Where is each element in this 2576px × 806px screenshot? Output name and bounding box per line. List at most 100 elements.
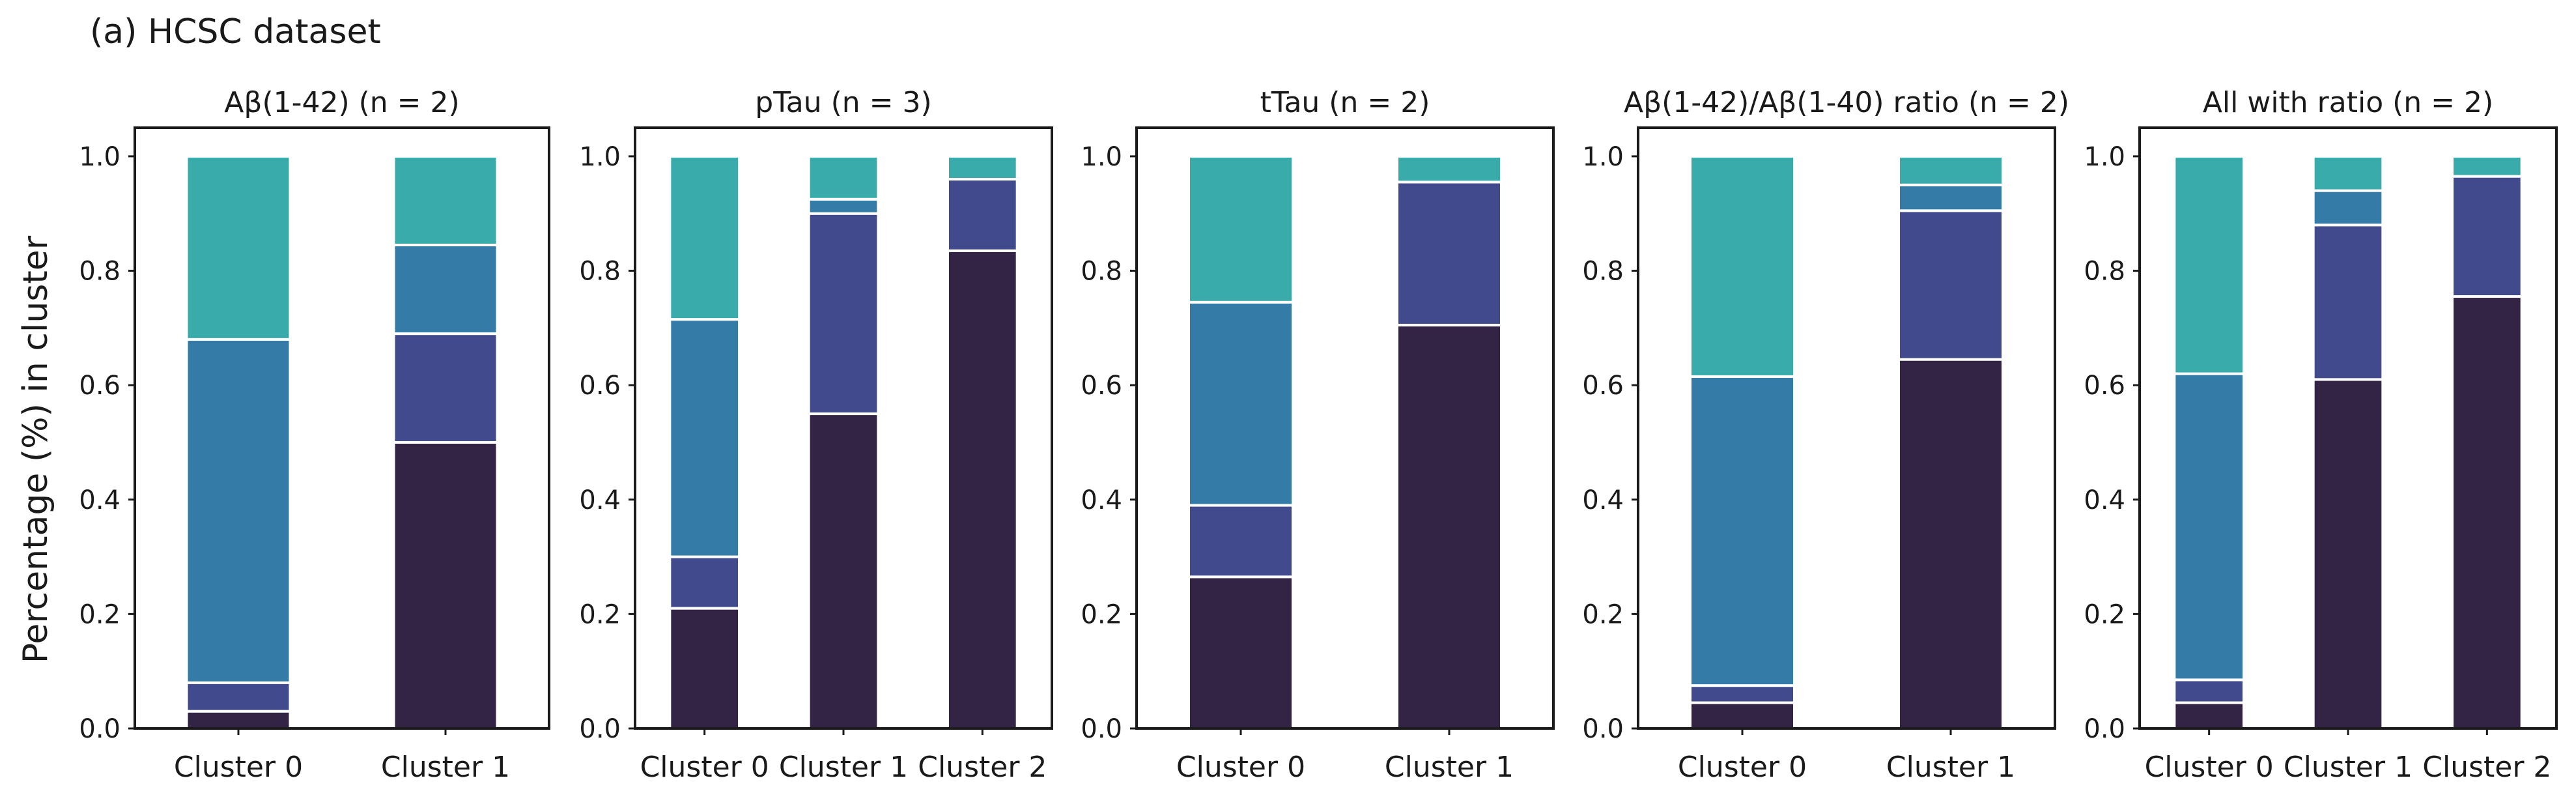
bar-segment [2173, 154, 2245, 375]
x-tick-label: Cluster 1 [779, 751, 908, 784]
bar-segment [1897, 358, 2004, 730]
bar-segment [392, 440, 499, 730]
bar-segment [2451, 154, 2523, 178]
y-tick-label: 0.2 [579, 599, 621, 629]
y-tick-label: 0.0 [579, 714, 621, 744]
chart-panel-1: pTau (n = 3) Cluster 0 Cluster 1 Cluster 2 0… [579, 86, 1053, 784]
bar-segment [185, 681, 292, 713]
bar-segment [392, 332, 499, 444]
y-tick-label: 0.8 [579, 257, 621, 287]
chart-panel-3: Aβ(1-42)/Aβ(1-40) ratio (n = 2) Cluster 0… [1582, 86, 2069, 784]
bar-segment [807, 197, 880, 215]
y-tick-label: 0.6 [1081, 371, 1122, 401]
x-tick-label: Cluster 0 [2145, 751, 2274, 784]
bar-segment [1187, 575, 1294, 730]
bar-segment [1396, 154, 1503, 184]
bar-segment [2312, 378, 2385, 730]
y-tick-label: 0.2 [79, 599, 120, 629]
bar-segment [1187, 504, 1294, 579]
bar-segment [668, 555, 741, 610]
x-tick-label: Cluster 0 [640, 751, 769, 784]
y-tick-label: 0.8 [79, 257, 120, 287]
y-tick-label: 0.6 [1582, 371, 1624, 401]
panel-title: pTau (n = 3) [755, 86, 931, 119]
y-tick-label: 0.2 [1582, 599, 1624, 629]
bar-segment [668, 607, 741, 730]
y-tick-label: 0.8 [2084, 257, 2125, 287]
bar-segment [946, 154, 1019, 181]
chart-panel-0: Aβ(1-42) (n = 2) Cluster 0 Cluster 1 0.0 0.2… [79, 86, 550, 784]
x-tick-label: Cluster 1 [381, 751, 510, 784]
plot-frame [134, 126, 550, 730]
bar-segment [2173, 678, 2245, 704]
y-axis-label: Percentage (%) in cluster [16, 235, 55, 663]
y-tick-label: 0.0 [2084, 714, 2125, 744]
x-tick-label: Cluster 0 [174, 751, 303, 784]
plot-frame [1135, 126, 1555, 730]
y-tick-label: 0.6 [2084, 371, 2125, 401]
bar-segment [1187, 154, 1294, 304]
y-tick-label: 0.0 [79, 714, 120, 744]
bar-segment [1396, 323, 1503, 730]
panels: Aβ(1-42) (n = 2) Cluster 0 Cluster 1 0.0 0.2… [79, 86, 2558, 784]
bar-segment [1689, 154, 1796, 378]
y-tick-label: 0.4 [2084, 485, 2125, 515]
bar-segment [946, 178, 1019, 252]
bar-segment [1396, 180, 1503, 326]
x-tick-label: Cluster 0 [1678, 751, 1807, 784]
bar-segment [668, 318, 741, 558]
bar-segment [807, 212, 880, 416]
y-tick-label: 1.0 [2084, 142, 2125, 172]
bar-segment [1689, 375, 1796, 687]
bar-segment [392, 244, 499, 336]
plot-frame [634, 126, 1053, 730]
y-tick-label: 1.0 [579, 142, 621, 172]
bar-segment [2312, 189, 2385, 227]
y-tick-label: 0.0 [1081, 714, 1122, 744]
bar-segment [807, 412, 880, 730]
y-tick-label: 0.8 [1582, 257, 1624, 287]
panel-title: Aβ(1-42)/Aβ(1-40) ratio (n = 2) [1624, 86, 2069, 119]
y-tick-label: 0.8 [1081, 257, 1122, 287]
plot-frame [1637, 126, 2056, 730]
bar-segment [185, 710, 292, 730]
x-tick-label: Cluster 2 [2422, 751, 2551, 784]
y-tick-label: 0.6 [79, 371, 120, 401]
x-tick-label: Cluster 0 [1176, 751, 1305, 784]
bar-segment [2451, 175, 2523, 298]
bar-segment [185, 338, 292, 684]
bar-segment [2312, 223, 2385, 381]
y-tick-label: 0.4 [1081, 485, 1122, 515]
figure-title: (a) HCSC dataset [90, 12, 381, 51]
bar-segment [1897, 154, 2004, 186]
y-tick-label: 0.4 [1582, 485, 1624, 515]
bar-segment [1689, 684, 1796, 704]
y-tick-label: 0.2 [2084, 599, 2125, 629]
bar-segment [2173, 701, 2245, 730]
bar-segment [807, 154, 880, 201]
bar-segment [1689, 701, 1796, 730]
y-tick-label: 0.4 [79, 485, 120, 515]
plot-frame [2138, 126, 2558, 730]
bar-segment [1897, 209, 2004, 361]
bar-segment [1187, 300, 1294, 507]
y-tick-label: 1.0 [1582, 142, 1624, 172]
bar-segment [392, 154, 499, 247]
y-tick-label: 0.4 [579, 485, 621, 515]
y-tick-label: 0.2 [1081, 599, 1122, 629]
bar-segment [2451, 295, 2523, 730]
bar-segment [2173, 372, 2245, 682]
panel-title: Aβ(1-42) (n = 2) [224, 86, 459, 119]
bar-segment [185, 154, 292, 341]
y-tick-label: 1.0 [79, 142, 120, 172]
bar-segment [2312, 154, 2385, 192]
panel-title: tTau (n = 2) [1260, 86, 1430, 119]
chart-panel-2: tTau (n = 2) Cluster 0 Cluster 1 0.0 0.2 0.4 0… [1081, 86, 1555, 784]
x-tick-label: Cluster 1 [2284, 751, 2413, 784]
x-tick-label: Cluster 1 [1886, 751, 2015, 784]
y-tick-label: 1.0 [1081, 142, 1122, 172]
x-tick-label: Cluster 1 [1385, 751, 1514, 784]
y-tick-label: 0.0 [1582, 714, 1624, 744]
chart-panel-4: All with ratio (n = 2) Cluster 0 Cluster 1… [2084, 86, 2558, 784]
